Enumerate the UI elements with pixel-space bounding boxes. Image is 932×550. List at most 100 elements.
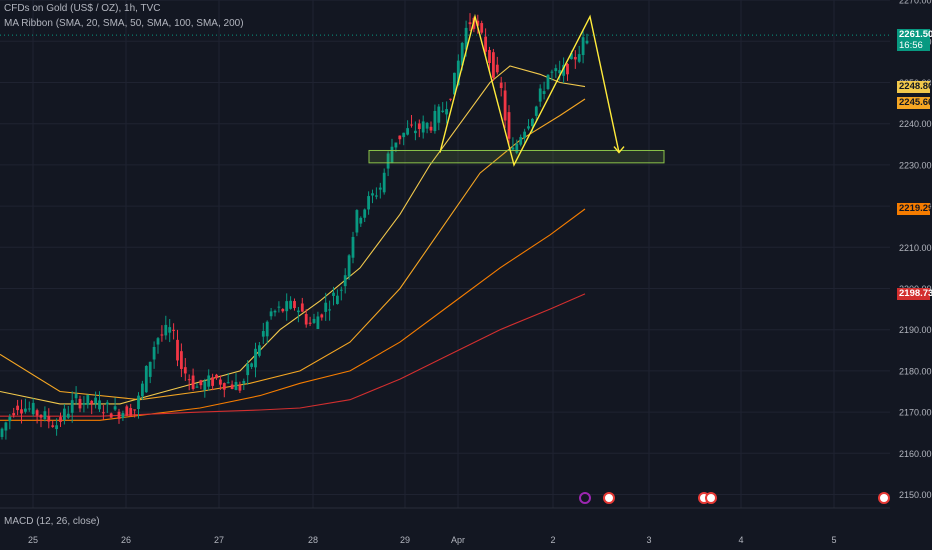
candle-body xyxy=(160,334,164,336)
candle-body xyxy=(195,386,199,388)
candle-body xyxy=(531,118,534,127)
chart-grid xyxy=(0,0,890,508)
candle-body xyxy=(562,64,565,76)
candle-body xyxy=(269,311,273,317)
price-tag-value: 2219.29 xyxy=(899,203,932,215)
candle-body xyxy=(144,365,148,393)
candle-body xyxy=(113,406,117,410)
candle-body xyxy=(550,71,554,73)
candle-body xyxy=(378,187,382,190)
candle-body xyxy=(211,377,214,386)
us-flag-event-icon[interactable] xyxy=(705,492,717,504)
candle-body xyxy=(70,400,74,413)
candle-body xyxy=(336,295,339,304)
candle-body xyxy=(297,310,300,313)
candle-body xyxy=(390,146,394,163)
macd-indicator-label: MACD (12, 26, close) xyxy=(4,516,100,527)
x-tick-label: 26 xyxy=(121,535,131,545)
y-tick-label: 2150.00 xyxy=(899,490,932,500)
candle-body xyxy=(507,112,511,139)
candle-body xyxy=(515,143,519,153)
candle-body xyxy=(534,106,538,116)
price-tag-value: 2198.73 xyxy=(899,287,932,299)
candle-body xyxy=(219,379,222,385)
candle-body xyxy=(293,301,296,309)
candle-body xyxy=(281,309,285,312)
double-top-pattern[interactable] xyxy=(439,13,620,167)
candle-body xyxy=(148,361,152,377)
candle-body xyxy=(246,364,250,376)
candle-body xyxy=(273,310,277,313)
us-flag-event-icon[interactable] xyxy=(603,492,615,504)
candle-body xyxy=(300,303,304,312)
candle-body xyxy=(90,400,94,404)
x-tick-label: 27 xyxy=(214,535,224,545)
y-tick-label: 2170.00 xyxy=(899,408,932,418)
candle-body xyxy=(199,380,203,386)
candle-body xyxy=(492,52,495,78)
candle-body xyxy=(168,327,172,333)
candle-body xyxy=(316,316,320,330)
candle-body xyxy=(180,351,183,369)
candle-body xyxy=(129,408,133,416)
time-axis[interactable]: 25 26 27 28 29 Apr 2 3 4 5 xyxy=(28,535,837,545)
candle-body xyxy=(570,53,573,60)
candle-body xyxy=(172,329,175,331)
candle-body xyxy=(98,400,101,410)
candle-body xyxy=(20,409,23,414)
y-tick-label: 2230.00 xyxy=(899,160,932,170)
candle-body xyxy=(12,413,16,416)
y-tick-label: 2190.00 xyxy=(899,325,932,335)
candle-body xyxy=(215,374,218,379)
candle-body xyxy=(78,398,82,409)
candle-body xyxy=(499,82,503,89)
support-zone[interactable] xyxy=(368,149,665,164)
candle-body xyxy=(410,124,413,126)
candle-body xyxy=(226,382,230,384)
candle-body xyxy=(86,394,90,405)
x-tick-label: Apr xyxy=(451,535,465,545)
candle-body xyxy=(289,300,292,309)
candle-body xyxy=(191,375,195,389)
candle-body xyxy=(133,409,136,411)
candle-body xyxy=(484,36,487,52)
indicator-title: MA Ribbon (SMA, 20, SMA, 50, SMA, 100, S… xyxy=(4,18,244,29)
y-tick-label: 2240.00 xyxy=(899,119,932,129)
candle-body xyxy=(464,27,468,50)
candle-body xyxy=(63,408,66,420)
price-tag: 2245.66 xyxy=(897,97,932,110)
candle-body xyxy=(437,106,441,123)
price-tag-value: 2245.66 xyxy=(899,97,932,109)
lightning-event-icon[interactable] xyxy=(579,492,591,504)
candle-body xyxy=(125,406,129,416)
double-top-annotation xyxy=(368,13,665,167)
candle-body xyxy=(343,275,347,287)
x-tick-label: 25 xyxy=(28,535,38,545)
candle-body xyxy=(429,126,433,131)
candle-body xyxy=(94,397,97,404)
candle-body xyxy=(468,22,472,25)
candle-body xyxy=(495,64,499,73)
candle-body xyxy=(523,131,526,139)
candle-body xyxy=(8,416,12,422)
x-tick-label: 3 xyxy=(646,535,651,545)
y-tick-label: 2160.00 xyxy=(899,449,932,459)
candle-body xyxy=(382,172,386,193)
candle-body xyxy=(47,416,51,422)
candle-body xyxy=(441,110,445,112)
candle-body xyxy=(476,20,480,26)
candle-body xyxy=(238,385,242,391)
candle-body xyxy=(187,379,191,381)
us-flag-event-icon[interactable] xyxy=(878,492,890,504)
candle-body xyxy=(285,301,289,312)
candle-body xyxy=(394,142,398,148)
candle-body xyxy=(566,63,569,75)
price-tag: 2248.80 xyxy=(897,81,932,94)
candle-body xyxy=(449,98,452,100)
candle-body xyxy=(351,236,355,258)
candle-body xyxy=(261,331,265,337)
candle-body xyxy=(445,109,448,115)
candle-body xyxy=(332,292,335,296)
candle-body xyxy=(55,425,58,430)
